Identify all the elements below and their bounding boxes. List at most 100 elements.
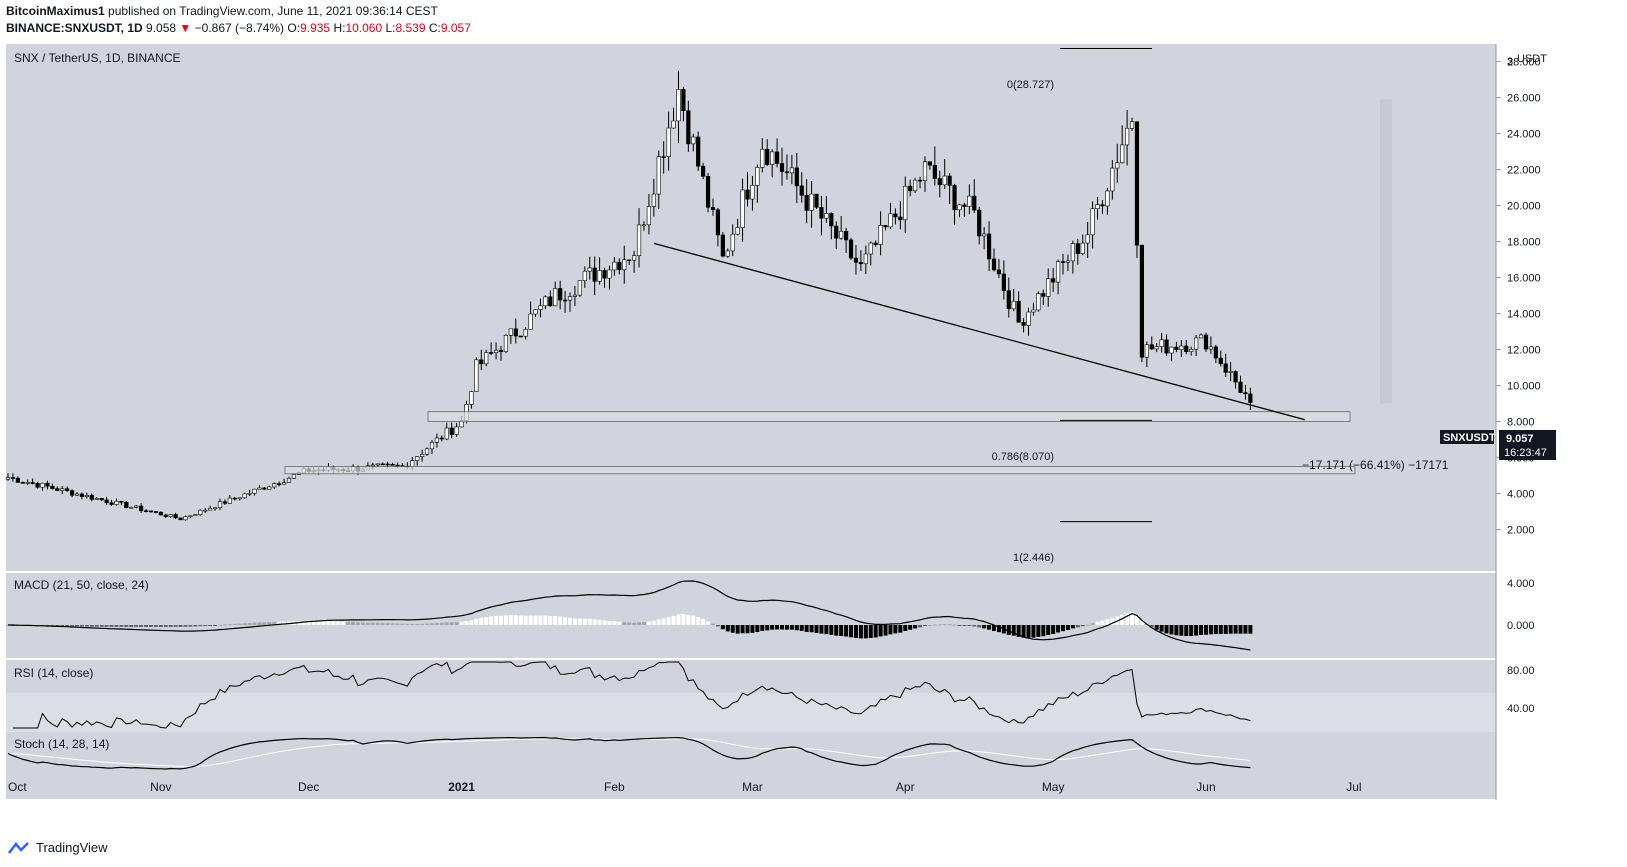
macd-hist-bar	[60, 625, 65, 627]
macd-hist-bar	[385, 623, 390, 625]
macd-hist-bar	[780, 625, 785, 630]
candle-body	[839, 231, 844, 239]
candle-body	[977, 209, 982, 237]
macd-tick-label: 4.000	[1507, 578, 1535, 590]
macd-hist-bar	[331, 621, 336, 625]
candle-body	[1139, 244, 1144, 358]
candle-body	[903, 185, 908, 221]
macd-hist-bar	[484, 616, 489, 625]
price-tick-label: 4.000	[1507, 489, 1535, 501]
candle-body	[1228, 371, 1233, 373]
macd-hist-bar	[89, 625, 94, 627]
price-tick-label: 20.000	[1507, 201, 1541, 213]
price-axis[interactable]: 2.0004.0006.0008.00010.00012.00014.00016…	[1496, 57, 1541, 715]
candle-body	[1100, 204, 1105, 207]
macd-hist-bar	[794, 625, 799, 631]
candle-body	[173, 514, 178, 519]
support-zone-lower	[284, 466, 1356, 475]
candle-body	[1223, 363, 1228, 373]
macd-hist-bar	[494, 615, 499, 625]
macd-hist-bar	[1016, 625, 1021, 637]
candle-body	[853, 257, 859, 263]
candle-body	[375, 463, 380, 466]
candle-body	[153, 511, 159, 513]
candle-body	[1055, 261, 1061, 283]
symbol-line[interactable]: BINANCE:SNXUSDT, 1D	[6, 21, 143, 35]
candle-body	[794, 167, 799, 187]
candle-body	[686, 110, 691, 145]
candle-body	[548, 296, 553, 307]
macd-hist-bar	[1218, 625, 1223, 634]
macd-hist-bar	[55, 625, 60, 626]
candle-body	[139, 505, 144, 512]
candle-body	[503, 335, 509, 353]
macd-hist-bar	[242, 623, 247, 625]
candle-body	[927, 161, 933, 166]
macd-hist-bar	[316, 620, 321, 625]
candle-body	[1060, 261, 1066, 263]
candle-body	[493, 349, 499, 353]
macd-hist-bar	[439, 622, 444, 625]
candle-body	[883, 225, 888, 228]
candle-body	[424, 448, 430, 455]
macd-hist-bar	[568, 617, 573, 625]
candle-body	[582, 270, 587, 281]
candle-body	[957, 204, 962, 211]
macd-hist-bar	[153, 625, 158, 627]
candle-body	[562, 299, 568, 302]
candle-body	[79, 493, 85, 497]
macd-hist-bar	[1105, 619, 1110, 625]
macd-hist-bar	[1090, 623, 1095, 625]
macd-hist-bar	[839, 625, 844, 637]
macd-hist-bar	[1021, 625, 1026, 638]
candle-body	[262, 487, 267, 490]
candle-body	[720, 234, 725, 257]
macd-hist-bar	[301, 620, 306, 625]
macd-hist-bar	[1065, 625, 1070, 630]
candle-body	[444, 427, 449, 440]
candle-body	[730, 233, 735, 252]
macd-hist-bar	[898, 625, 903, 633]
candle-body	[198, 509, 203, 515]
candle-body	[1179, 345, 1184, 350]
macd-hist-bar	[50, 625, 55, 626]
candle-body	[1238, 381, 1243, 393]
candle-body	[1144, 344, 1149, 358]
macd-hist-bar	[913, 625, 918, 629]
time-axis[interactable]: Oct Nov Dec 2021 Feb Mar Apr May Jun Jul	[8, 780, 1362, 794]
macd-hist-bar	[947, 624, 952, 626]
price-tick-label: 26.000	[1507, 93, 1541, 105]
macd-hist-bar	[390, 623, 395, 625]
macd-hist-bar	[844, 625, 849, 637]
time-tick-label: Feb	[604, 780, 625, 794]
header-line-1: BitcoinMaximus1 published on TradingView…	[6, 4, 438, 18]
macd-hist-bar	[513, 615, 518, 625]
candle-body	[789, 167, 794, 174]
candle-body	[567, 296, 573, 301]
candle-body	[40, 482, 45, 488]
candle-body	[740, 189, 745, 228]
candle-body	[779, 163, 785, 173]
macd-hist-bar	[1080, 625, 1085, 627]
macd-hist-bar	[84, 625, 89, 627]
candle-body	[804, 195, 809, 211]
macd-hist-bar	[163, 625, 168, 627]
candle-body	[1085, 234, 1090, 244]
candle-body	[1011, 300, 1016, 310]
candle-body	[725, 250, 730, 257]
macd-hist-bar	[809, 625, 814, 633]
macd-hist-bar	[1125, 613, 1130, 625]
author-name[interactable]: BitcoinMaximus1	[6, 4, 105, 18]
main-panel-bg	[6, 44, 1496, 571]
candle-body	[893, 213, 898, 218]
macd-hist-bar	[139, 625, 144, 627]
tradingview-logo[interactable]: TradingView	[8, 840, 108, 855]
macd-hist-bar	[1085, 624, 1090, 626]
candle-body	[913, 179, 918, 192]
macd-tick-label: 0.000	[1507, 620, 1535, 632]
candle-body	[104, 499, 109, 504]
candle-body	[1154, 346, 1159, 350]
candle-body	[1001, 273, 1006, 292]
candle-body	[25, 482, 30, 484]
